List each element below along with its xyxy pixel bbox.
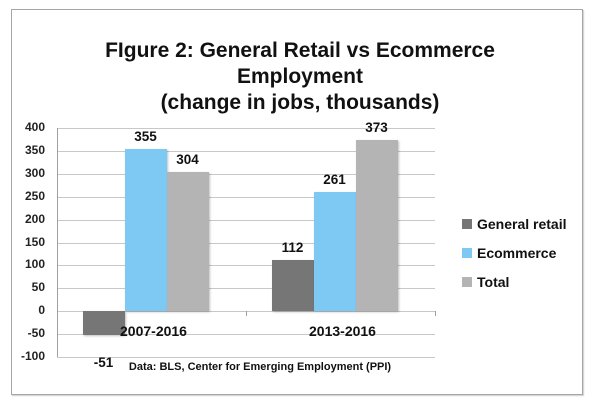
gridline [57, 128, 435, 129]
source-note: Data: BLS, Center for Emerging Employmen… [128, 361, 392, 373]
y-tick-label: -100 [20, 349, 45, 363]
legend-label: General retail [477, 216, 567, 232]
gridline [57, 150, 435, 152]
legend-swatch-icon [462, 277, 472, 287]
gridline [57, 334, 435, 336]
gridline [57, 242, 435, 244]
bar-total [355, 140, 398, 312]
y-tick-label: 0 [38, 303, 45, 318]
data-label: -51 [93, 354, 114, 370]
legend-label: Total [477, 274, 510, 290]
y-tick-label: 100 [24, 257, 45, 272]
bar-ecommerce [124, 148, 167, 312]
data-label: 261 [323, 171, 346, 187]
gridline [57, 196, 435, 198]
y-tick-label: 50 [31, 280, 45, 295]
data-label: 373 [365, 120, 388, 136]
x-tick [246, 311, 247, 317]
chart-title-line-1: FIgure 2: General Retail vs Ecommerce [105, 39, 495, 62]
data-label: 355 [134, 128, 157, 144]
y-tick-label: 150 [24, 234, 45, 249]
y-tick-label: 200 [24, 211, 45, 226]
data-label: 112 [281, 239, 304, 255]
gridline [57, 265, 435, 267]
chart-frame [11, 9, 583, 395]
y-tick-label: 250 [24, 188, 45, 203]
bar-general-retail [271, 259, 314, 312]
bar-total [166, 171, 209, 312]
y-tick-label: -50 [27, 326, 45, 341]
bar-ecommerce [313, 191, 356, 312]
legend-swatch-icon [462, 248, 472, 258]
legend-item-general-retail: General retail [462, 216, 567, 232]
y-tick-label: 300 [24, 165, 45, 180]
chart-title-line-3: (change in jobs, thousands) [160, 91, 440, 114]
x-tick [435, 311, 436, 317]
data-label: 304 [176, 151, 199, 167]
gridline [57, 173, 435, 175]
gridline [57, 219, 435, 221]
chart-title-line-2: Employment [236, 65, 364, 88]
y-tick-label: 350 [24, 142, 45, 157]
y-axis-line [57, 128, 58, 357]
gridline [57, 357, 435, 358]
gridline [57, 288, 435, 290]
bar-general-retail [82, 311, 125, 335]
x-category-label: 2013-2016 [309, 323, 376, 340]
legend-item-ecommerce: Ecommerce [462, 245, 556, 261]
legend-item-total: Total [462, 274, 509, 290]
legend-label: Ecommerce [477, 245, 557, 261]
x-category-label: 2007-2016 [120, 323, 187, 340]
y-tick-label: 400 [24, 120, 45, 134]
legend-swatch-icon [462, 219, 472, 229]
